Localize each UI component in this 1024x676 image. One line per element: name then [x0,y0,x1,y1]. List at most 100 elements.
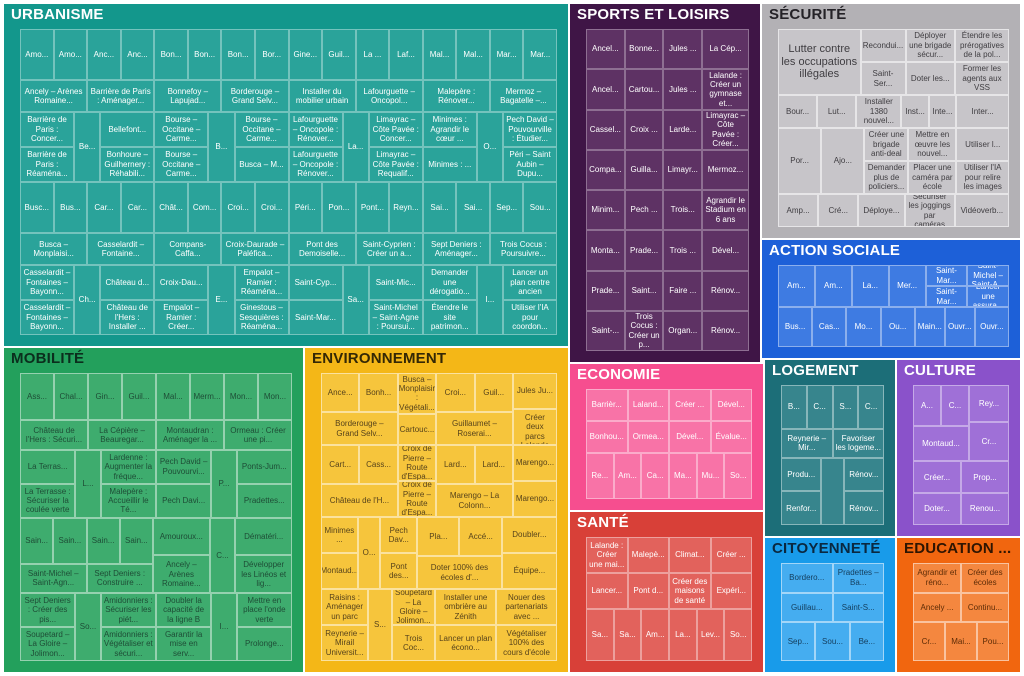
treemap-cell[interactable]: Lancer un plan centre ancien [503,264,557,300]
treemap-cell[interactable]: Borderouge – Grand Selv... [221,80,289,112]
treemap-cell[interactable]: Casselardit – Fontaine... [87,233,155,265]
treemap-cell[interactable]: Anc... [120,29,155,80]
treemap-cell[interactable]: Croix de Pierre – Route d'Espa... [397,445,437,481]
treemap-cell[interactable]: Mettre en œuvre les nouvel... [908,128,957,161]
treemap-cell[interactable]: Be... [849,622,884,662]
treemap-cell[interactable]: Chât... [154,182,188,233]
treemap-cell[interactable]: Faire ... [663,270,703,311]
treemap-cell[interactable]: P... [211,449,237,518]
treemap-cell[interactable]: Accé... [459,517,502,557]
treemap-cell[interactable]: Mermoz – Bagatelle –... [489,80,557,112]
treemap-cell[interactable]: Cass... [359,445,398,485]
treemap-cell[interactable]: Bourse – Occitane – Carme... [154,146,209,182]
treemap-cell[interactable]: Cas... [812,307,847,347]
treemap-cell[interactable]: Sou... [523,182,557,233]
treemap-cell[interactable]: Château de l'H... [321,484,398,517]
treemap-cell[interactable]: Dématéri... [235,517,292,556]
treemap-cell[interactable]: Renou... [961,493,1009,525]
treemap-cell[interactable]: Ch... [74,264,101,335]
treemap-cell[interactable]: Inte... [928,95,957,128]
treemap-cell[interactable]: So... [724,452,753,500]
treemap-cell[interactable]: Placer une caméra par école [908,161,957,194]
treemap-cell[interactable]: Vidéoverb... [954,194,1009,227]
treemap-cell[interactable]: Cr... [913,622,945,662]
treemap-cell[interactable]: Pradettes – Ba... [832,563,884,593]
treemap-cell[interactable]: Pont d... [627,572,669,609]
treemap-cell[interactable]: Ancel... [586,29,625,70]
treemap-cell[interactable]: Larde... [663,109,703,150]
treemap-cell[interactable]: Agrandir et réno... [913,563,961,593]
treemap-cell[interactable]: Organ... [663,310,703,351]
treemap-cell[interactable]: Amidonniers : Sécuriser les piét... [100,593,156,628]
treemap-cell[interactable]: O... [357,517,381,589]
treemap-cell[interactable]: Inter... [956,95,1010,128]
treemap-cell[interactable]: Minimes ... [321,517,358,553]
treemap-cell[interactable]: Produ... [781,457,822,492]
treemap-cell[interactable]: Borderouge – Grand Selv... [321,412,398,445]
treemap-cell[interactable]: Créer une brigade anti-deal [864,128,909,161]
treemap-cell[interactable]: Marengo – La Colonn... [436,484,513,517]
treemap-cell[interactable]: Bon... [221,29,255,80]
treemap-cell[interactable]: Ance... [321,373,360,413]
treemap-cell[interactable]: Car... [120,182,155,233]
treemap-cell[interactable]: Prade... [624,230,664,271]
treemap-cell[interactable]: La Terras... [20,449,76,484]
treemap-cell[interactable]: Com... [187,182,222,233]
treemap-cell[interactable]: Croi... [254,182,289,233]
treemap-cell[interactable]: Chal... [54,373,88,421]
treemap-cell[interactable]: Casselardit – Fontaines – Bayonn... [20,264,74,300]
treemap-cell[interactable]: Bour... [778,95,818,128]
treemap-cell[interactable]: Marengo... [512,481,557,517]
treemap-cell[interactable]: Jules ... [663,69,703,110]
treemap-cell[interactable]: Amp... [778,194,819,227]
treemap-cell[interactable]: Demander une dérogatio... [422,264,477,300]
treemap-cell[interactable]: Malepè... [627,537,669,573]
treemap-cell[interactable]: Trois Cocus : Poursuivre... [489,233,557,265]
treemap-cell[interactable]: Dével... [710,389,752,421]
treemap-cell[interactable]: Mar... [489,29,524,80]
treemap-cell[interactable]: Be... [74,111,101,182]
treemap-cell[interactable]: La... [342,111,369,182]
treemap-cell[interactable]: O... [476,111,503,182]
treemap-cell[interactable]: Former les agents aux VSS [955,62,1009,95]
treemap-cell[interactable]: Doter... [913,493,961,525]
treemap-cell[interactable]: Sep... [781,622,816,662]
treemap-cell[interactable]: Prolonge... [236,627,292,661]
treemap-cell[interactable]: Limayr... [663,149,703,190]
treemap-cell[interactable]: Mu... [696,452,725,500]
treemap-cell[interactable]: Ancel... [586,69,625,110]
treemap-cell[interactable]: Amo... [20,29,54,80]
treemap-cell[interactable]: Dével... [702,230,749,271]
treemap-cell[interactable]: Ouvr... [944,307,975,347]
treemap-cell[interactable]: Pla... [417,517,460,557]
treemap-cell[interactable]: Limayrac – Côte Pavée : Concer... [368,111,423,147]
treemap-cell[interactable]: Sa... [613,608,642,661]
treemap-cell[interactable]: Sain... [119,517,153,564]
treemap-cell[interactable]: Cartou... [624,69,664,110]
treemap-cell[interactable]: Utiliser l... [956,128,1010,161]
treemap-cell[interactable]: Bonne... [624,29,664,70]
treemap-cell[interactable]: Renfor... [781,491,822,526]
treemap-cell[interactable]: Péri – Saint Aubin – Dupu... [503,146,557,182]
treemap-cell[interactable]: Soupetard – La Gloire – Jolimon... [391,589,436,625]
treemap-cell[interactable]: S... [368,589,392,661]
treemap-cell[interactable]: B... [208,111,235,182]
treemap-cell[interactable]: Déployer une brigade sécur... [905,29,955,62]
treemap-cell[interactable]: Guillaumet – Roserai... [436,412,513,445]
treemap-cell[interactable]: Bonnefoy – Lapujad... [154,80,222,112]
treemap-cell[interactable]: Bor... [254,29,289,80]
treemap-cell[interactable]: Trois... [663,190,703,231]
treemap-cell[interactable]: Lalande : Créer une mai... [586,537,628,573]
treemap-cell[interactable]: Évalue... [710,420,752,453]
treemap-cell[interactable]: La ... [355,29,390,80]
treemap-cell[interactable]: A... [913,385,941,426]
treemap-cell[interactable]: Barrière de Paris : Aménager... [87,80,155,112]
treemap-cell[interactable]: La... [851,265,889,307]
treemap-cell[interactable]: Bus... [778,307,813,347]
treemap-cell[interactable]: Croix-Dau... [154,264,209,300]
treemap-cell[interactable]: Pont des Demoiselle... [288,233,356,265]
treemap-cell[interactable]: So... [75,593,101,661]
treemap-cell[interactable]: Créer ... [710,537,752,573]
treemap-cell[interactable]: Bourse – Occitane – Carme... [234,111,289,147]
treemap-cell[interactable]: Dével... [669,420,711,453]
